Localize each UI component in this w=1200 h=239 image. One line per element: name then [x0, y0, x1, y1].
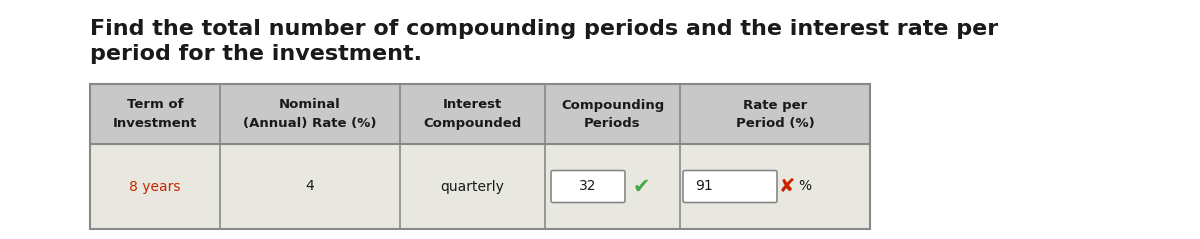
Text: ✔: ✔ — [632, 176, 649, 196]
Text: 4: 4 — [306, 179, 314, 194]
Text: 91: 91 — [695, 179, 713, 194]
Text: Interest
Compounded: Interest Compounded — [424, 98, 522, 130]
Text: Rate per
Period (%): Rate per Period (%) — [736, 98, 815, 130]
FancyBboxPatch shape — [551, 170, 625, 202]
Text: Compounding
Periods: Compounding Periods — [560, 98, 664, 130]
Text: period for the investment.: period for the investment. — [90, 44, 422, 64]
Bar — [90, 144, 870, 229]
Text: Nominal
(Annual) Rate (%): Nominal (Annual) Rate (%) — [244, 98, 377, 130]
Text: 32: 32 — [580, 179, 596, 194]
Text: Find the total number of compounding periods and the interest rate per: Find the total number of compounding per… — [90, 19, 998, 39]
Text: ✘: ✘ — [779, 177, 796, 196]
Bar — [90, 84, 870, 144]
FancyBboxPatch shape — [683, 170, 778, 202]
Text: Term of
Investment: Term of Investment — [113, 98, 197, 130]
Text: 8 years: 8 years — [130, 179, 181, 194]
Text: quarterly: quarterly — [440, 179, 504, 194]
Bar — [90, 84, 870, 229]
Text: %: % — [798, 179, 811, 194]
